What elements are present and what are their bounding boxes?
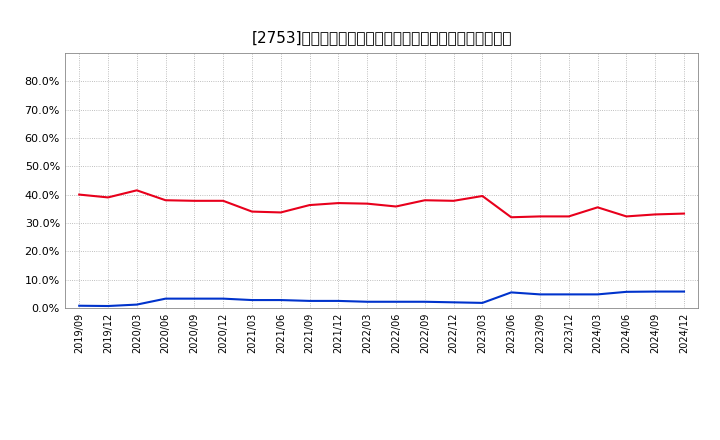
- Title: [2753]　現顔金、有利子負債の総資産に対する比率の推移: [2753] 現顔金、有利子負債の総資産に対する比率の推移: [251, 29, 512, 45]
